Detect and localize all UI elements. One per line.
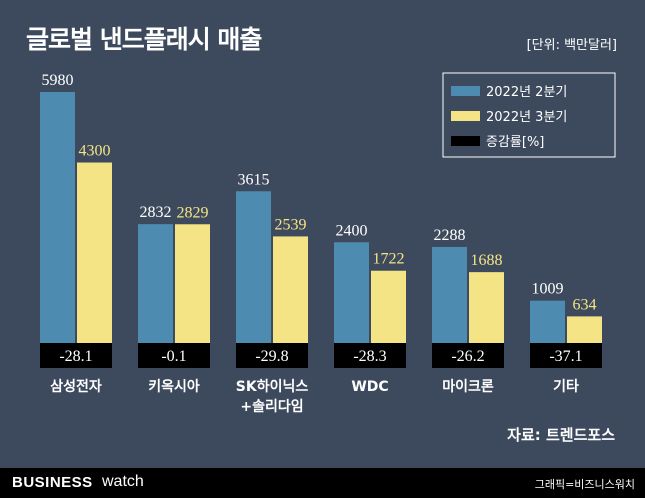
bar-q3-5 xyxy=(567,316,602,343)
bar-q2-2 xyxy=(236,191,271,343)
label-q2-5: 1009 xyxy=(532,281,564,298)
category-label-0: 삼성전자 xyxy=(50,378,102,395)
bar-q2-5 xyxy=(530,300,565,343)
label-q3-0: 4300 xyxy=(79,143,111,160)
bar-q3-1 xyxy=(175,224,210,343)
legend-swatch-q3 xyxy=(451,111,480,121)
label-q3-5: 634 xyxy=(573,296,597,313)
source-label: 자료: 트렌드포스 xyxy=(507,426,615,444)
category-label-1: 키옥시아 xyxy=(148,378,200,395)
change-label-1: -0.1 xyxy=(161,348,186,365)
label-q3-1: 2829 xyxy=(177,204,209,221)
label-q2-4: 2288 xyxy=(434,227,466,244)
bar-q2-0 xyxy=(40,92,75,343)
change-pill-3 xyxy=(334,343,406,368)
label-q2-3: 2400 xyxy=(336,222,368,239)
chart-title: 글로벌 낸드플래시 매출 xyxy=(26,25,262,54)
change-pill-4 xyxy=(432,343,504,368)
category-label-2: SK하이닉스 xyxy=(236,378,309,395)
label-q2-2: 3615 xyxy=(238,171,270,188)
legend-label-q2: 2022년 2분기 xyxy=(486,85,567,100)
bar-q3-0 xyxy=(77,162,112,343)
label-q2-0: 5980 xyxy=(42,72,74,89)
change-pill-5 xyxy=(530,343,602,368)
change-pill-2 xyxy=(236,343,308,368)
change-label-3: -28.3 xyxy=(353,348,386,365)
change-pill-0 xyxy=(40,343,112,368)
label-q3-3: 1722 xyxy=(373,251,405,268)
category-label-4: 마이크론 xyxy=(442,378,494,395)
label-q3-2: 2539 xyxy=(275,216,307,233)
legend-swatch-q2 xyxy=(451,86,480,96)
brand-logo-business: BUSINESS xyxy=(12,474,93,491)
label-q3-4: 1688 xyxy=(471,252,503,269)
legend-label-q3: 2022년 3분기 xyxy=(486,110,567,125)
category-label-5: 기타 xyxy=(553,379,579,395)
change-label-2: -29.8 xyxy=(255,348,288,365)
change-pill-1 xyxy=(138,343,210,368)
footer-bar: BUSINESS watch 그래픽=비즈니스워치 xyxy=(0,468,645,498)
bar-q3-2 xyxy=(273,236,308,343)
legend-label-change: 증감률[%] xyxy=(486,135,544,150)
bar-q2-3 xyxy=(334,242,369,343)
category-label-3: WDC xyxy=(351,379,388,395)
brand-logo-watch: watch xyxy=(102,473,144,490)
label-q2-1: 2832 xyxy=(140,204,172,221)
bar-q2-4 xyxy=(432,246,467,343)
bar-q3-4 xyxy=(469,272,504,343)
category-label-2-line2: +솔리다임 xyxy=(240,399,303,415)
bar-q2-1 xyxy=(138,224,173,343)
graphic-credit: 그래픽=비즈니스워치 xyxy=(534,478,635,491)
legend-swatch-change xyxy=(451,136,480,146)
unit-label: [단위: 백만달러] xyxy=(526,38,617,53)
bar-q3-3 xyxy=(371,270,406,343)
bar-chart: 5980 4300 -28.1 삼성전자 2832 2829 -0.1 키옥시아 3615 253… xyxy=(40,72,616,415)
change-label-0: -28.1 xyxy=(59,348,92,365)
legend-box xyxy=(442,72,616,158)
change-label-4: -26.2 xyxy=(451,348,484,365)
change-label-5: -37.1 xyxy=(549,348,582,365)
